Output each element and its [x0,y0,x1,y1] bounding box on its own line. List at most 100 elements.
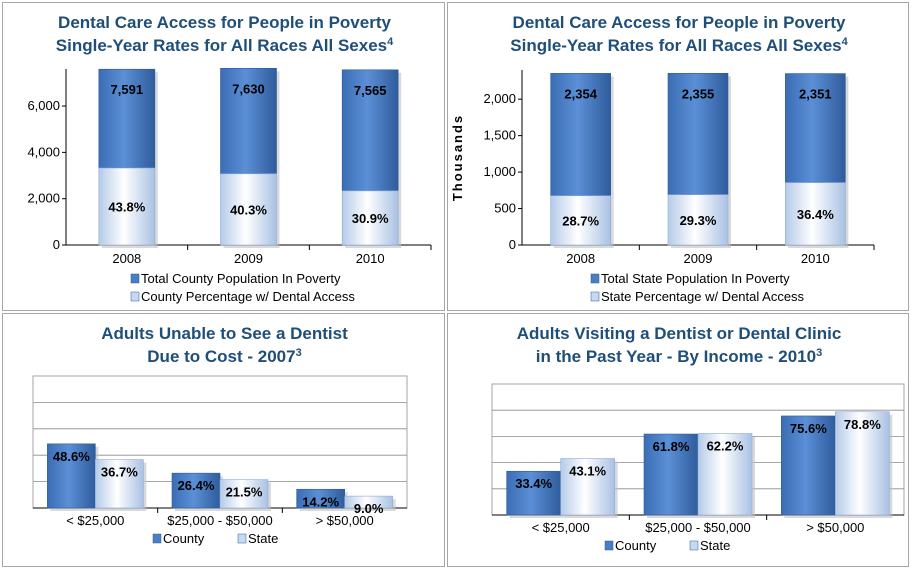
bar-state-1 [219,479,269,509]
bar-total-2008 [98,68,156,169]
x-tick-label: $25,000 - $50,000 [645,520,751,535]
bar-total-2009 [220,68,277,175]
y-tick-label: 4,000 [27,144,60,159]
x-tick-label: 2010 [801,251,830,266]
bar-state-0 [95,459,144,509]
chart-subtitle: in the Past Year - By Income - 20103 [536,347,822,366]
legend-item-percentage-swatch [590,291,600,302]
y-axis-label: Thousands [450,114,465,201]
chart-subtitle: Single-Year Rates for All Races All Sexe… [56,36,394,55]
chart-subtitle-text: Single-Year Rates for All Races All Sexe… [56,36,387,55]
data-label-state: 21.5% [226,485,263,500]
chart-title: Adults Visiting a Dentist or Dental Clin… [517,324,842,343]
x-tick-label: > $50,000 [316,513,374,528]
x-tick-label: > $50,000 [806,520,864,535]
data-label-percentage: 36.4% [797,207,834,222]
y-tick-label: 0 [53,237,60,252]
bar-state-2 [344,495,393,509]
y-tick-label: 2,000 [27,191,60,206]
data-label-total: 2,351 [799,87,832,102]
legend-item-county: County [163,531,205,546]
data-label-state: 43.1% [569,464,606,479]
chart-state-poverty: Dental Care Access for People in Poverty… [450,13,875,304]
legend-item-state: State [248,531,278,546]
y-tick-label: 500 [494,201,516,216]
legend-item-percentage: State Percentage w/ Dental Access [601,289,805,304]
bar-percentage-2010 [785,182,846,246]
chart-unable-dentist-cost: Adults Unable to See a Dentist Due to Cos… [32,324,408,546]
legend-item-percentage: County Percentage w/ Dental Access [141,289,355,304]
bar-county-0 [47,443,96,509]
legend-item-total-swatch [590,273,600,284]
chart-subtitle-text: Single-Year Rates for All Races All Sexe… [510,36,841,55]
x-tick-label: 2008 [566,251,595,266]
bar-county-1 [171,472,221,509]
chart-title-footnote: 4 [387,36,394,48]
data-label-percentage: 28.7% [562,213,599,228]
bar-state-0 [560,458,615,516]
x-tick-label: < $25,000 [532,520,590,535]
y-tick-label: 6,000 [27,98,60,113]
bar-percentage-2009 [220,173,277,246]
chart-panel-county-poverty: Dental Care Access for People in Poverty… [2,2,445,311]
chart-title: Dental Care Access for People in Poverty [58,13,391,32]
data-label-county: 61.8% [653,439,690,454]
bar-total-2009 [667,72,729,195]
data-label-county: 14.2% [302,494,339,509]
x-tick-label: 2009 [234,251,263,266]
data-label-state: 9.0% [354,501,384,516]
bar-percentage-2009 [667,194,729,246]
bar-percentage-2010 [341,190,399,246]
data-label-total: 7,565 [354,83,387,98]
y-tick-label: 1,000 [483,164,516,179]
chart-title: Dental Care Access for People in Poverty [513,13,846,32]
legend-item-percentage-swatch [130,291,140,302]
data-label-percentage: 40.3% [230,202,267,217]
legend-item-county-swatch [604,540,614,551]
legend-item-county: County [615,538,657,553]
data-label-percentage: 29.3% [680,213,717,228]
chart-title-footnote: 3 [296,347,302,359]
chart-title: Adults Unable to See a Dentist [101,324,348,343]
chart-title-footnote: 3 [816,347,822,359]
data-label-percentage: 30.9% [352,211,389,226]
legend-item-total: Total County Population In Poverty [141,271,341,286]
bar-county-2 [781,415,836,516]
legend-item-state-swatch [237,533,247,544]
legend-item-state: State [700,538,730,553]
chart-subtitle: Single-Year Rates for All Races All Sexe… [510,36,848,55]
data-label-county: 26.4% [178,478,215,493]
chart-title-footnote: 4 [842,36,849,48]
bar-percentage-2008 [550,195,611,246]
data-label-total: 2,355 [682,86,715,101]
x-tick-label: 2010 [356,251,385,266]
legend-item-county-swatch [152,533,162,544]
chart-panel-state-poverty: Dental Care Access for People in Poverty… [447,2,909,311]
chart-subtitle-text: in the Past Year - By Income - 2010 [536,347,816,366]
data-label-total: 7,630 [232,81,265,96]
bar-state-1 [697,433,753,516]
chart-subtitle: Due to Cost - 20073 [147,347,301,366]
chart-county-poverty: Dental Care Access for People in Poverty… [27,13,432,304]
chart-subtitle-text: Due to Cost - 2007 [147,347,295,366]
chart-panel-visiting-dentist-income: Adults Visiting a Dentist or Dental Clin… [447,313,909,567]
chart-panel-unable-dentist-cost: Adults Unable to See a Dentist Due to Cos… [2,313,445,567]
y-tick-label: 2,000 [483,91,516,106]
y-tick-label: 1,500 [483,128,516,143]
legend-item-total: Total State Population In Poverty [601,271,790,286]
x-tick-label: < $25,000 [66,513,124,528]
bar-total-2010 [341,69,399,192]
bar-county-1 [643,433,699,516]
x-tick-label: 2009 [684,251,713,266]
x-tick-label: $25,000 - $50,000 [167,513,273,528]
data-label-percentage: 43.8% [108,200,145,215]
bar-total-2010 [785,73,846,183]
chart-visiting-dentist-income: Adults Visiting a Dentist or Dental Clin… [491,324,905,553]
bar-percentage-2008 [98,167,156,246]
legend-item-state-swatch [689,540,699,551]
bar-state-2 [835,411,890,516]
data-label-county: 75.6% [790,421,827,436]
data-label-county: 33.4% [515,476,552,491]
data-label-county: 48.6% [53,449,90,464]
legend-item-total-swatch [130,273,140,284]
